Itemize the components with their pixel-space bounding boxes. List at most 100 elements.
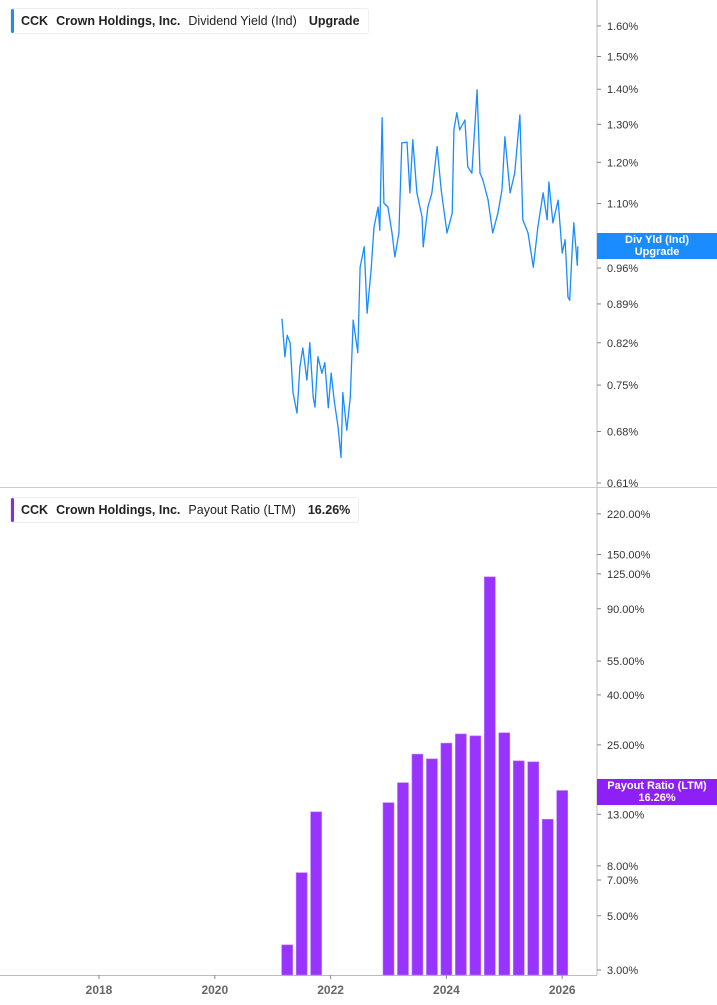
yield-data-point [284,356,286,358]
yield-data-point [492,232,494,234]
yield-data-point [471,172,473,174]
y-tick-label: 0.61% [607,478,638,490]
legend-ticker: CCK [21,14,49,28]
y-tick-label: 0.82% [607,338,638,350]
yield-data-point [567,296,569,298]
payout-ratio-bar [498,732,511,976]
legend-metric: Payout Ratio (LTM) [188,503,296,517]
x-tick-label: 2020 [201,983,228,997]
yield-data-point [373,226,375,228]
yield-data-point [422,246,424,248]
legend-upgrade-link[interactable]: Upgrade [308,14,360,28]
yield-data-point [509,192,511,194]
yield-data-point [501,189,503,191]
yield-data-point [557,199,559,201]
yield-data-point [406,141,408,143]
yield-data-point [532,266,534,268]
yield-data-point [440,189,442,191]
legend-company: Crown Holdings, Inc. [56,503,181,517]
yield-data-point [286,334,288,336]
yield-data-point [573,222,575,224]
y-tick-label: 8.00% [607,861,638,873]
yield-data-point [366,312,368,314]
y-tick-label: 25.00% [607,740,645,752]
y-tick-label: 1.20% [607,157,638,169]
yield-data-point [564,239,566,241]
yield-data-point [504,136,506,138]
yield-data-point [299,366,301,368]
legend-metric: Dividend Yield (Ind) [188,14,297,28]
yield-data-point [467,166,469,168]
yield-data-point [446,232,448,234]
y-tick-label: 1.40% [607,84,638,96]
payout-ratio-bar [397,782,409,976]
yield-data-point [464,119,466,121]
yield-data-point [281,318,283,320]
x-tick-label: 2024 [433,983,460,997]
yield-data-point [337,426,339,428]
yield-data-point [383,202,385,204]
yield-data-point [527,232,529,234]
yield-data-point [342,392,344,394]
yield-data-point [576,264,578,266]
yield-data-point [456,112,458,114]
yield-data-point [327,407,329,409]
yield-data-point [333,399,335,401]
badge-label: Payout Ratio (LTM) [607,780,707,792]
y-tick-label: 5.00% [607,911,638,923]
y-tick-label: 40.00% [607,690,645,702]
dividend-yield-legend: CCK Crown Holdings, Inc. Dividend Yield … [10,8,369,34]
legend-value: 16.26% [307,503,351,517]
yield-data-point [421,216,423,218]
yield-data-point [398,232,400,234]
payout-ratio-bar [382,802,395,976]
badge-label: Div Yld (Ind) [625,234,689,246]
yield-data-point [479,172,481,174]
payout-ratio-bar [469,735,482,976]
payout-ratio-bar [295,872,308,976]
y-tick-label: 1.60% [607,21,638,33]
payout-ratio-bar [541,818,554,976]
y-tick-label: 0.89% [607,299,638,311]
yield-data-point [546,219,548,221]
payout-ratio-bar [440,742,453,976]
y-tick-label: 7.00% [607,875,638,887]
yield-data-point [309,342,311,344]
yield-data-point [561,252,563,254]
yield-data-point [431,192,433,194]
yield-data-point [314,406,316,408]
yield-data-point [306,379,308,381]
yield-data-point [370,269,372,271]
yield-data-point [352,319,354,321]
yield-data-point [357,352,359,354]
payout-ratio-bar [484,576,496,976]
badge-value[interactable]: Upgrade [634,246,680,258]
yield-data-point [548,181,550,183]
payout-ratio-bar [411,753,424,976]
yield-data-point [312,396,314,398]
legend-ticker: CCK [21,503,49,517]
yield-data-point [292,392,294,394]
yield-data-point [453,129,455,131]
payout-ratio-legend: CCK Crown Holdings, Inc. Payout Ratio (L… [10,497,360,523]
y-tick-label: 1.10% [607,199,638,211]
payout-ratio-bar [556,790,569,976]
y-tick-label: 0.96% [607,263,638,275]
yield-data-point [482,179,484,181]
yield-data-point [379,229,381,231]
payout-ratio-bar [281,944,293,976]
yield-data-point [537,226,539,228]
y-tick-label: 150.00% [607,550,651,562]
payout-ratio-bar [512,760,525,976]
yield-data-point [487,199,489,201]
x-tick-label: 2018 [86,983,113,997]
yield-data-point [409,192,411,194]
dividend-yield-price-badge: Div Yld (Ind) Upgrade [597,233,717,259]
payout-ratio-bar [455,733,467,976]
x-tick-label: 2022 [317,983,344,997]
yield-data-point [571,252,573,254]
x-tick-label: 2026 [549,983,576,997]
yield-data-point [377,206,379,208]
yield-data-point [330,372,332,374]
